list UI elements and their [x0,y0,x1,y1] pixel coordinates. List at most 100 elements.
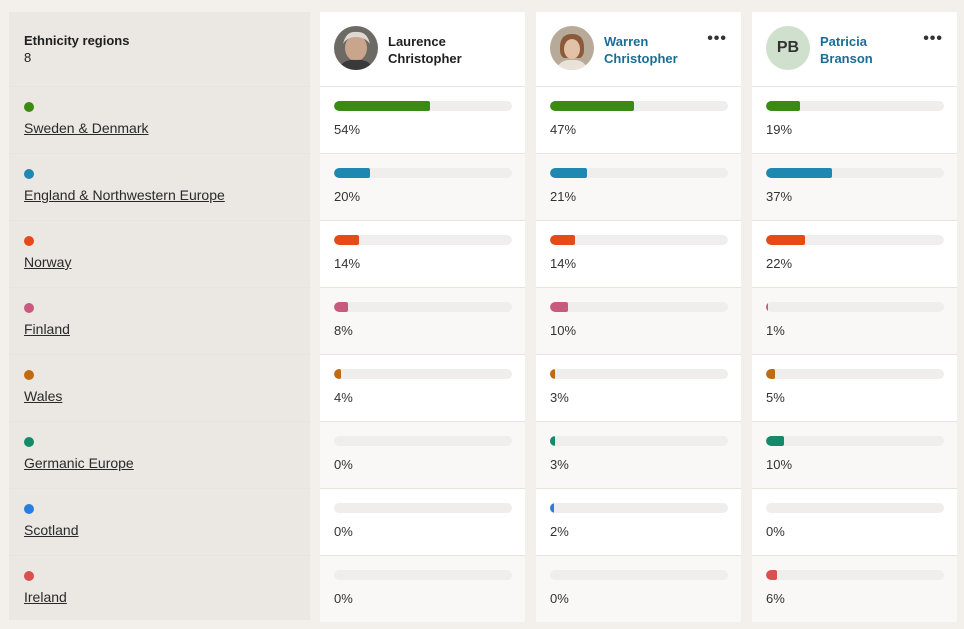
person-name[interactable]: Laurence Christopher [388,33,462,67]
percent-row: 54% [320,86,525,153]
person-last-name: Christopher [604,51,678,66]
percent-bar [550,302,728,312]
percent-label: 0% [334,457,353,472]
region-link[interactable]: Wales [24,388,63,404]
percent-row: 10% [752,421,957,488]
avatar[interactable] [550,26,594,70]
region-link[interactable]: Sweden & Denmark [24,120,149,136]
person-first-name: Patricia [820,34,867,49]
percent-bar [334,235,512,245]
percent-row: 10% [536,287,741,354]
percent-bar-fill [550,168,588,178]
region-color-dot [24,437,34,447]
percent-row: 21% [536,153,741,220]
person-column-warren: Warren Christopher ••• 47% 21% 14% 10% 3% 3% 2… [536,12,741,622]
region-color-dot [24,571,34,581]
percent-bar-fill [550,436,556,446]
region-row: Scotland [9,488,310,555]
percent-label: 2% [550,524,569,539]
region-row: Norway [9,220,310,287]
percent-row: 22% [752,220,957,287]
region-color-dot [24,303,34,313]
regions-count: 8 [24,50,32,65]
percent-bar-fill [766,369,775,379]
percent-bar-fill [334,235,359,245]
percent-bar [550,570,728,580]
percent-bar [766,503,944,513]
avatar-initials[interactable]: PB [766,26,810,70]
percent-label: 47% [550,122,577,137]
percent-bar-fill [766,570,777,580]
percent-row: 19% [752,86,957,153]
percent-label: 6% [766,591,785,606]
person-last-name: Christopher [388,51,462,66]
percent-bar [334,436,512,446]
percent-row: 14% [320,220,525,287]
percent-bar [766,570,944,580]
percent-bar-fill [334,302,349,312]
percent-bar-fill [334,101,431,111]
percent-bar [766,302,944,312]
percent-bar [766,101,944,111]
region-link[interactable]: Finland [24,321,70,337]
person-name-link[interactable]: Warren Christopher [604,33,678,67]
percent-row: 0% [536,555,741,622]
percent-row: 0% [320,421,525,488]
percent-bar [550,503,728,513]
percent-label: 10% [766,457,793,472]
percent-row: 4% [320,354,525,421]
region-row: Germanic Europe [9,421,310,488]
percent-bar [766,436,944,446]
region-row: Ireland [9,555,310,622]
percent-bar-fill [550,235,575,245]
percent-bar [334,302,512,312]
region-link[interactable]: Scotland [24,522,79,538]
regions-column: Ethnicity regions 8 Sweden & Denmark Engl… [9,12,310,620]
person-name-link[interactable]: Patricia Branson [820,33,873,67]
percent-label: 0% [334,524,353,539]
regions-header: Ethnicity regions 8 [9,12,310,86]
region-link[interactable]: Norway [24,254,72,270]
percent-label: 1% [766,323,785,338]
percent-row: 14% [536,220,741,287]
region-color-dot [24,504,34,514]
region-row: England & Northwestern Europe [9,153,310,220]
percent-bar-fill [550,302,568,312]
region-link[interactable]: England & Northwestern Europe [24,187,225,203]
percent-bar-fill [766,101,800,111]
person-first-name: Laurence [388,34,446,49]
person-column-patricia: PB Patricia Branson ••• 19% 37% 22% 1% 5% 10%… [752,12,957,622]
percent-label: 14% [550,256,577,271]
region-color-dot [24,236,34,246]
percent-row: 8% [320,287,525,354]
percent-label: 21% [550,189,577,204]
percent-row: 2% [536,488,741,555]
region-link[interactable]: Ireland [24,589,67,605]
person-last-name: Branson [820,51,873,66]
more-options-icon[interactable]: ••• [707,30,727,47]
percent-bar-fill [550,503,554,513]
region-row: Wales [9,354,310,421]
percent-label: 4% [334,390,353,405]
percent-label: 22% [766,256,793,271]
percent-row: 37% [752,153,957,220]
person-header: Warren Christopher ••• [536,12,741,86]
percent-bar [766,369,944,379]
percent-row: 20% [320,153,525,220]
percent-bar-fill [766,235,806,245]
region-color-dot [24,169,34,179]
percent-row: 3% [536,421,741,488]
percent-bar [334,369,512,379]
percent-bar [334,570,512,580]
percent-bar [550,436,728,446]
person-first-name: Warren [604,34,649,49]
percent-bar [334,503,512,513]
percent-row: 0% [320,555,525,622]
avatar[interactable] [334,26,378,70]
region-color-dot [24,102,34,112]
region-link[interactable]: Germanic Europe [24,455,134,471]
region-row: Sweden & Denmark [9,86,310,153]
more-options-icon[interactable]: ••• [923,30,943,47]
percent-bar-fill [766,168,832,178]
person-header: PB Patricia Branson ••• [752,12,957,86]
